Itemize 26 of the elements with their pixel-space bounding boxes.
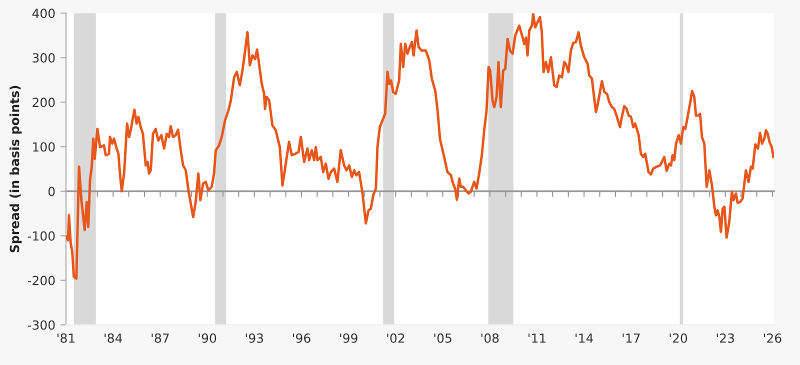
x-tick-label: '11 [528,334,546,343]
x-tick-label: '99 [340,333,358,343]
y-tick-label: -100 [28,231,55,241]
x-tick-label: '84 [104,333,122,343]
x-tick-label: '96 [293,333,310,343]
y-axis-title: Spread (in basis points) [10,86,22,252]
x-tick-label: '23 [716,333,734,343]
x-tick-label: '05 [434,333,452,343]
y-tick-label: 0 [48,186,55,196]
y-tick-label: 200 [32,98,55,108]
x-tick-label: '02 [387,333,404,343]
x-tick-label: '20 [670,333,688,343]
line-series [66,13,774,280]
x-tick-label: '81 [58,333,75,343]
y-tick-label: 300 [32,53,55,63]
x-tick-label: '87 [152,333,169,343]
y-tick-label: -200 [28,276,55,286]
y-tick-label: -300 [28,320,55,330]
x-tick-label: '17 [622,334,640,343]
x-tick-label: '93 [246,333,264,343]
x-tick-label: '26 [764,333,782,343]
y-tick-label: 400 [32,8,55,18]
x-tick-label: '90 [198,333,216,343]
x-tick-label: '14 [576,334,594,343]
x-tick-label: '08 [481,333,499,343]
y-tick-label: 100 [33,142,55,152]
